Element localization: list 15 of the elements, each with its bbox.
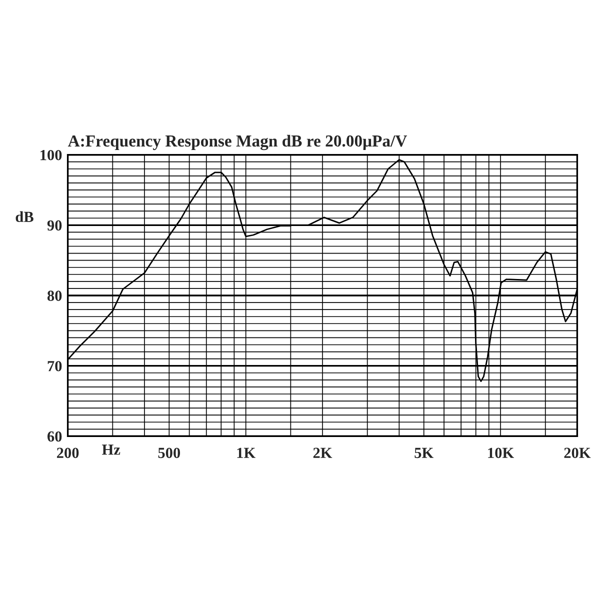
y-tick-label: 70 (48, 360, 62, 372)
y-tick-label: 90 (47, 220, 62, 231)
x-tick-label: 500 (158, 448, 180, 458)
y-tick-label: 80 (47, 290, 62, 301)
x-tick-label: 200 (56, 448, 79, 458)
y-axis-title: dB (16, 211, 34, 222)
x-tick-label: 1K (237, 448, 256, 458)
x-tick-label: 5K (414, 448, 434, 458)
x-axis-title: Hz (102, 444, 120, 455)
y-tick-label: 100 (40, 150, 62, 160)
x-tick-label: 10K (488, 448, 514, 458)
chart-title: A:Frequency Response Magn dB re 20.00μPa/V (68, 134, 408, 150)
x-tick-label: 20K (564, 448, 591, 458)
x-tick-label: 2K (313, 448, 332, 458)
y-tick-label: 60 (47, 431, 62, 442)
